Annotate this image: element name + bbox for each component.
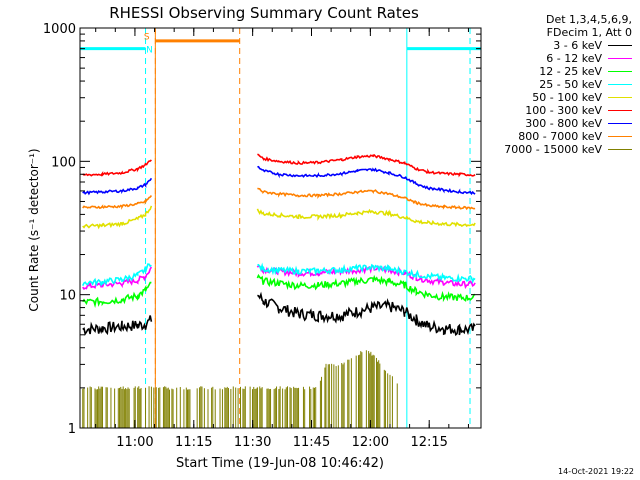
legend-item: 25 - 50 keV: [462, 78, 632, 91]
legend-label: 6 - 12 keV: [546, 52, 602, 65]
x-axis-label: Start Time (19-Jun-08 10:46:42): [176, 456, 384, 471]
plot-frame: [79, 27, 482, 429]
legend: Det 1,3,4,5,6,9, FDecim 1, Att 0 3 - 6 k…: [462, 13, 632, 156]
legend-swatch: [608, 71, 632, 72]
legend-label: 25 - 50 keV: [539, 78, 602, 91]
legend-label: 7000 - 15000 keV: [504, 143, 602, 156]
legend-swatch: [608, 136, 632, 137]
legend-item: 6 - 12 keV: [462, 52, 632, 65]
series-line-100-300-kev: [257, 153, 476, 178]
legend-swatch: [608, 45, 632, 46]
y-axis-label: Count Rate (s⁻¹ detector⁻¹): [27, 148, 41, 311]
legend-item: 12 - 25 keV: [462, 65, 632, 78]
series-line-100-300-kev: [82, 159, 152, 177]
chart-title: RHESSI Observing Summary Count Rates: [109, 4, 419, 22]
series-line-50-100-kev: [82, 205, 153, 230]
y-tick-label: 1: [68, 422, 76, 437]
series-line-800-7000-kev: [257, 187, 476, 211]
legend-swatch: [608, 58, 632, 59]
legend-item: 300 - 800 keV: [462, 117, 632, 130]
timestamp: 14-Oct-2021 19:22: [558, 467, 634, 476]
series-line-3-6-kev: [257, 291, 476, 337]
series-line-12-25-kev: [82, 281, 152, 308]
series-line-25-50-kev: [257, 262, 476, 284]
y-tick-label: 1000: [43, 22, 76, 37]
legend-label: 12 - 25 keV: [539, 65, 602, 78]
x-tick-label: 11:45: [293, 435, 330, 450]
x-tick-label: 12:15: [410, 435, 447, 450]
series-line-800-7000-kev: [82, 195, 153, 210]
annotation-label: S: [144, 32, 150, 42]
series-line-50-100-kev: [256, 208, 476, 228]
y-tick-label: 10: [59, 289, 76, 304]
annotation-label: N: [146, 46, 153, 56]
plot-area: [80, 28, 481, 428]
x-tick-label: 12:00: [352, 435, 389, 450]
x-tick-label: 11:00: [116, 435, 153, 450]
y-tick-label: 100: [51, 155, 76, 170]
legend-swatch: [608, 84, 632, 85]
series-line-3-6-kev: [82, 315, 153, 336]
legend-item: 800 - 7000 keV: [462, 130, 632, 143]
legend-item: 7000 - 15000 keV: [462, 143, 632, 156]
legend-swatch: [608, 110, 632, 111]
legend-header-line: FDecim 1, Att 0: [546, 26, 632, 39]
series-line-6-12-kev: [82, 266, 153, 290]
series-line-12-25-kev: [256, 273, 476, 303]
series-line-300-800-kev: [257, 165, 476, 196]
legend-label: 800 - 7000 keV: [518, 130, 602, 143]
x-tick-label: 11:15: [175, 435, 212, 450]
legend-label: 300 - 800 keV: [525, 117, 602, 130]
legend-label: 50 - 100 keV: [532, 91, 602, 104]
legend-label: 3 - 6 keV: [553, 39, 602, 52]
legend-swatch: [608, 97, 632, 98]
legend-item: 100 - 300 keV: [462, 104, 632, 117]
legend-swatch: [608, 149, 632, 150]
legend-header-line: Det 1,3,4,5,6,9,: [545, 13, 632, 26]
legend-label: 100 - 300 keV: [525, 104, 602, 117]
legend-swatch: [608, 123, 632, 124]
x-tick-label: 11:30: [234, 435, 271, 450]
legend-item: 50 - 100 keV: [462, 91, 632, 104]
series-line-25-50-kev: [81, 263, 152, 288]
series-line-300-800-kev: [82, 177, 153, 196]
legend-item: 3 - 6 keV: [462, 39, 632, 52]
